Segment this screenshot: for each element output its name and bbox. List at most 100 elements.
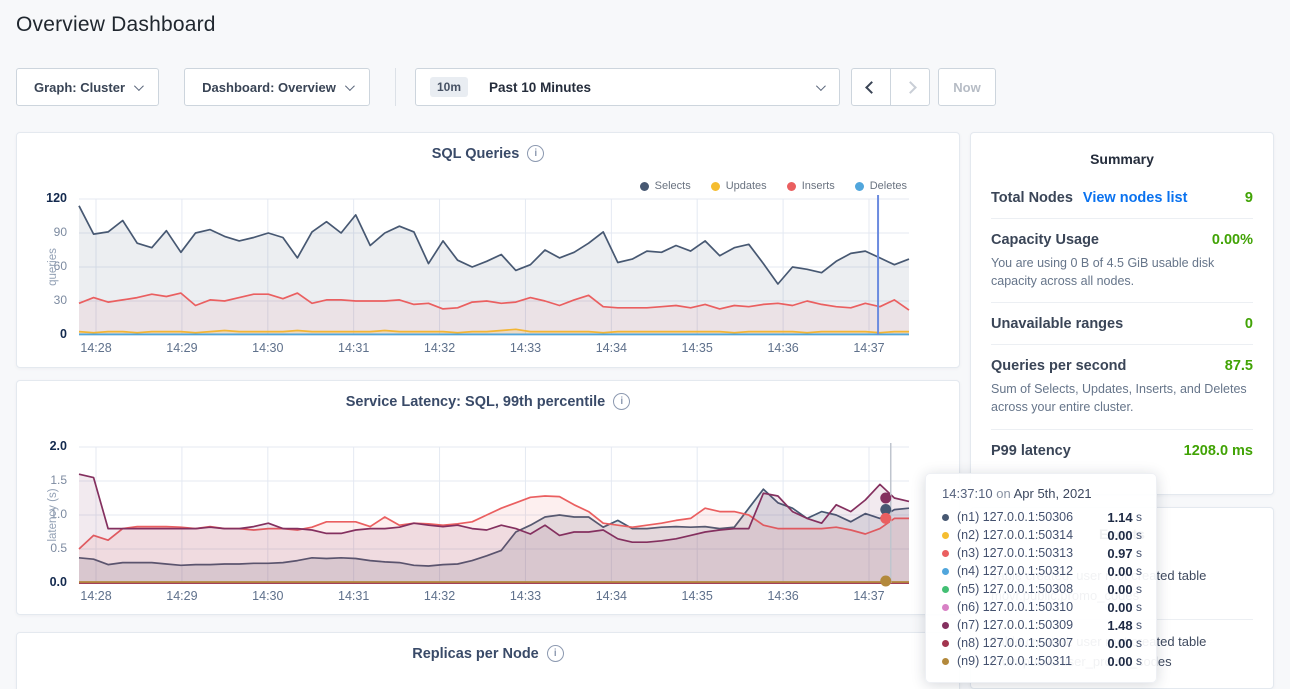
tooltip-node-value: 0.00 (1107, 654, 1132, 669)
chart-title-text: SQL Queries (432, 146, 520, 162)
x-tick-label: 14:37 (847, 341, 891, 355)
tooltip-row: (n8) 127.0.0.1:503070.00 s (942, 634, 1142, 652)
time-range-dropdown[interactable]: 10m Past 10 Minutes (415, 68, 840, 106)
tooltip-node-value: 0.97 (1107, 546, 1132, 561)
x-tick-label: 14:28 (74, 341, 118, 355)
info-icon[interactable]: i (527, 145, 544, 162)
tooltip-node-value: 1.48 (1107, 618, 1132, 633)
y-tick-label: 90 (33, 225, 67, 239)
tooltip-row: (n6) 127.0.0.1:503100.00 s (942, 598, 1142, 616)
x-tick-label: 14:33 (503, 341, 547, 355)
summary-row-value: 9 (1245, 190, 1253, 206)
summary-row-subtext: You are using 0 B of 4.5 GiB usable disk… (991, 254, 1253, 290)
series-dot-icon (942, 622, 949, 629)
service-latency-chart-card: Service Latency: SQL, 99th percentile i … (16, 380, 960, 615)
series-dot-icon (942, 550, 949, 557)
legend-label: Updates (726, 180, 767, 192)
graph-dropdown[interactable]: Graph: Cluster (16, 68, 159, 106)
series-dot-icon (942, 514, 949, 521)
legend-dot-icon (640, 182, 649, 191)
x-tick-label: 14:31 (332, 341, 376, 355)
time-next-button[interactable] (890, 68, 930, 106)
summary-row-value: 0.00% (1212, 232, 1253, 248)
y-tick-label: 30 (33, 293, 67, 307)
tooltip-node-unit: s (1133, 654, 1142, 668)
tooltip-node-unit: s (1133, 600, 1142, 614)
tooltip-row: (n4) 127.0.0.1:503120.00 s (942, 562, 1142, 580)
x-tick-label: 14:34 (589, 589, 633, 603)
info-icon[interactable]: i (547, 645, 564, 662)
tooltip-rows: (n1) 127.0.0.1:503061.14 s (n2) 127.0.0.1… (942, 508, 1142, 670)
tooltip-node-label: (n7) 127.0.0.1:50309 (957, 618, 1107, 632)
legend-item[interactable]: Selects (640, 180, 691, 192)
y-axis-title: queries (47, 248, 59, 286)
chevron-down-icon (816, 81, 826, 91)
x-tick-label: 14:32 (418, 341, 462, 355)
tooltip-row: (n9) 127.0.0.1:503110.00 s (942, 652, 1142, 670)
tooltip-timestamp: 14:37:10 on Apr 5th, 2021 (942, 486, 1142, 501)
legend-item[interactable]: Inserts (787, 180, 835, 192)
chart-title: Replicas per Node i (17, 645, 959, 662)
chart-tooltip: 14:37:10 on Apr 5th, 2021 (n1) 127.0.0.1… (925, 473, 1157, 683)
tooltip-node-unit: s (1133, 636, 1142, 650)
summary-row-label: Capacity Usage (991, 232, 1099, 248)
tooltip-row: (n7) 127.0.0.1:503091.48 s (942, 616, 1142, 634)
tooltip-node-label: (n9) 127.0.0.1:50311 (957, 654, 1107, 668)
x-tick-label: 14:29 (160, 589, 204, 603)
series-dot-icon (942, 604, 949, 611)
service-latency-plot[interactable] (79, 447, 909, 583)
chevron-down-icon (134, 81, 144, 91)
view-nodes-list-link[interactable]: View nodes list (1083, 190, 1188, 206)
summary-row-label: Total Nodes (991, 190, 1073, 206)
summary-row-value: 1208.0 ms (1184, 443, 1253, 459)
summary-row: Queries per second87.5Sum of Selects, Up… (991, 345, 1253, 429)
legend-item[interactable]: Deletes (855, 180, 907, 192)
legend-dot-icon (855, 182, 864, 191)
legend-item[interactable]: Updates (711, 180, 767, 192)
y-tick-label: 0 (33, 327, 67, 341)
series-dot-icon (942, 640, 949, 647)
x-tick-label: 14:34 (589, 341, 633, 355)
tooltip-row: (n5) 127.0.0.1:503080.00 s (942, 580, 1142, 598)
page-title: Overview Dashboard (16, 13, 216, 37)
series-dot-icon (942, 658, 949, 665)
sql-queries-plot[interactable] (79, 199, 909, 335)
x-tick-label: 14:35 (675, 341, 719, 355)
summary-row-label: Unavailable ranges (991, 316, 1123, 332)
tooltip-node-unit: s (1133, 618, 1142, 632)
x-tick-label: 14:29 (160, 341, 204, 355)
x-tick-label: 14:36 (761, 341, 805, 355)
series-dot-icon (942, 532, 949, 539)
time-prev-button[interactable] (851, 68, 891, 106)
x-tick-label: 14:36 (761, 589, 805, 603)
summary-title: Summary (991, 151, 1253, 167)
x-tick-label: 14:37 (847, 589, 891, 603)
y-tick-label: 0.0 (33, 575, 67, 589)
summary-row-label: Queries per second (991, 358, 1126, 374)
tooltip-node-value: 1.14 (1107, 510, 1132, 525)
tooltip-node-unit: s (1133, 582, 1142, 596)
info-icon[interactable]: i (613, 393, 630, 410)
legend-dot-icon (711, 182, 720, 191)
series-dot-icon (942, 586, 949, 593)
summary-row-value: 0 (1245, 316, 1253, 332)
summary-panel: Summary Total Nodes View nodes list 9 Capac… (970, 132, 1274, 495)
x-axis-labels: 14:2814:2914:3014:3114:3214:3314:3414:35… (79, 341, 909, 357)
x-tick-label: 14:30 (246, 589, 290, 603)
overview-dashboard-page: Overview Dashboard Graph: Cluster Dashbo… (0, 0, 1290, 689)
tooltip-node-label: (n5) 127.0.0.1:50308 (957, 582, 1107, 596)
sql-queries-chart-card: SQL Queries i Selects Updates Inserts Delet… (16, 132, 960, 368)
tooltip-node-value: 0.00 (1107, 636, 1132, 651)
tooltip-row: (n3) 127.0.0.1:503130.97 s (942, 544, 1142, 562)
chevron-left-icon (865, 81, 878, 94)
dashboard-dropdown[interactable]: Dashboard: Overview (184, 68, 370, 106)
tooltip-node-label: (n1) 127.0.0.1:50306 (957, 510, 1107, 524)
y-tick-label: 2.0 (33, 439, 67, 453)
tooltip-node-label: (n4) 127.0.0.1:50312 (957, 564, 1107, 578)
tooltip-node-label: (n6) 127.0.0.1:50310 (957, 600, 1107, 614)
summary-row: Unavailable ranges 0 (991, 303, 1253, 345)
now-button[interactable]: Now (938, 68, 996, 106)
tooltip-node-label: (n2) 127.0.0.1:50314 (957, 528, 1107, 542)
tooltip-node-value: 0.00 (1107, 600, 1132, 615)
summary-row-subtext: Sum of Selects, Updates, Inserts, and De… (991, 380, 1253, 416)
